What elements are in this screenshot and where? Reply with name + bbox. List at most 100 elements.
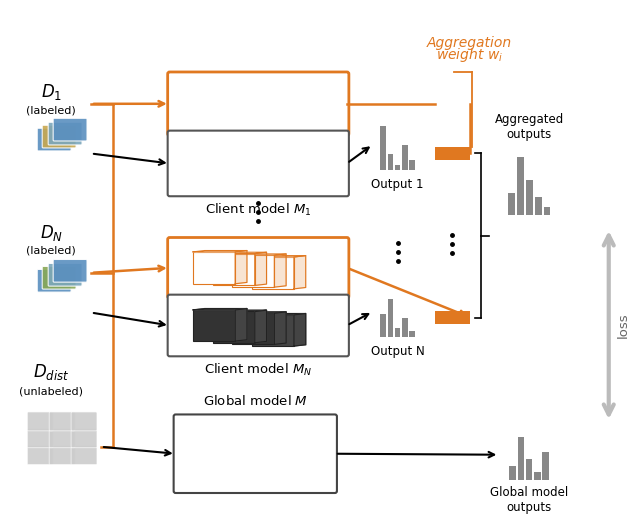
Circle shape (191, 451, 196, 457)
Bar (388, 154, 393, 170)
Bar (271, 259, 314, 291)
Circle shape (290, 141, 294, 145)
Circle shape (223, 141, 227, 145)
Bar (435, 146, 470, 161)
Text: Aggregated
outputs: Aggregated outputs (495, 112, 564, 141)
Bar (252, 315, 294, 346)
Circle shape (314, 463, 319, 469)
Polygon shape (212, 310, 266, 312)
Polygon shape (193, 309, 247, 310)
Text: Aggregation: Aggregation (427, 36, 512, 50)
Circle shape (323, 83, 327, 86)
Polygon shape (275, 312, 286, 344)
Polygon shape (275, 254, 286, 287)
FancyBboxPatch shape (53, 259, 87, 282)
Bar (193, 252, 236, 284)
Circle shape (290, 108, 294, 112)
Circle shape (223, 111, 227, 116)
Circle shape (222, 436, 227, 441)
Text: loss: loss (617, 312, 630, 338)
FancyBboxPatch shape (49, 412, 75, 431)
Polygon shape (212, 252, 266, 254)
Bar (435, 311, 470, 324)
Circle shape (284, 476, 289, 481)
Circle shape (284, 436, 289, 441)
Circle shape (256, 111, 260, 116)
Text: Output N: Output N (371, 345, 424, 358)
Circle shape (314, 439, 319, 444)
Circle shape (222, 426, 227, 431)
Bar (402, 318, 408, 337)
Bar (395, 165, 401, 170)
FancyBboxPatch shape (168, 131, 349, 196)
Polygon shape (193, 251, 247, 252)
FancyBboxPatch shape (48, 122, 82, 145)
Bar (388, 299, 393, 337)
Circle shape (222, 446, 227, 451)
Circle shape (189, 108, 193, 112)
Polygon shape (271, 315, 325, 316)
Bar (232, 255, 275, 287)
Bar (395, 328, 401, 337)
Text: (labeled): (labeled) (26, 246, 76, 256)
Bar (526, 459, 532, 480)
FancyBboxPatch shape (168, 294, 349, 356)
FancyBboxPatch shape (71, 412, 97, 431)
Circle shape (223, 121, 227, 125)
Circle shape (222, 466, 227, 471)
Circle shape (256, 181, 260, 186)
Circle shape (191, 439, 196, 444)
Circle shape (191, 463, 196, 469)
FancyBboxPatch shape (71, 429, 97, 448)
Bar (193, 310, 236, 341)
Circle shape (290, 155, 294, 159)
Bar (518, 437, 524, 480)
Bar (252, 257, 294, 289)
Polygon shape (232, 254, 286, 255)
FancyBboxPatch shape (49, 446, 75, 464)
Circle shape (253, 436, 258, 441)
Circle shape (189, 181, 193, 186)
Bar (543, 452, 549, 480)
Bar (212, 312, 255, 343)
Circle shape (323, 181, 327, 186)
Text: Global model
outputs: Global model outputs (490, 485, 568, 514)
Text: $D_1$: $D_1$ (40, 82, 62, 102)
Circle shape (189, 121, 193, 125)
Circle shape (256, 161, 260, 166)
Circle shape (223, 151, 227, 155)
Bar (509, 465, 516, 480)
Circle shape (223, 102, 227, 106)
Circle shape (323, 161, 327, 166)
Circle shape (323, 102, 327, 106)
Bar (543, 208, 550, 215)
Circle shape (191, 426, 196, 431)
FancyBboxPatch shape (53, 118, 87, 141)
Circle shape (284, 426, 289, 431)
Circle shape (256, 102, 260, 106)
Circle shape (284, 466, 289, 471)
Circle shape (253, 446, 258, 451)
Circle shape (223, 161, 227, 166)
Circle shape (323, 141, 327, 145)
Circle shape (256, 151, 260, 155)
Circle shape (256, 83, 260, 86)
Circle shape (256, 141, 260, 145)
Circle shape (290, 121, 294, 125)
Circle shape (189, 95, 193, 99)
Text: Client model $M_N$: Client model $M_N$ (204, 362, 312, 378)
Circle shape (323, 121, 327, 125)
Polygon shape (236, 251, 247, 284)
FancyBboxPatch shape (49, 429, 75, 448)
Circle shape (284, 456, 289, 461)
Circle shape (189, 141, 193, 145)
Bar (525, 179, 532, 215)
Circle shape (253, 456, 258, 461)
Circle shape (256, 121, 260, 125)
Polygon shape (236, 309, 247, 341)
Circle shape (314, 426, 319, 431)
Circle shape (284, 446, 289, 451)
Circle shape (223, 172, 227, 176)
Circle shape (290, 95, 294, 99)
Text: Client model $M_1$: Client model $M_1$ (205, 202, 312, 218)
